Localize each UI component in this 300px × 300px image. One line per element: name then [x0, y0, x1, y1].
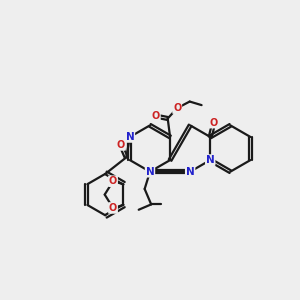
Text: O: O	[109, 203, 117, 213]
Text: N: N	[146, 167, 154, 177]
Text: N: N	[125, 132, 134, 142]
Text: O: O	[210, 118, 218, 128]
Text: O: O	[109, 176, 117, 186]
Text: O: O	[117, 140, 125, 150]
Text: N: N	[206, 155, 214, 165]
Text: O: O	[173, 103, 181, 113]
Text: N: N	[186, 167, 194, 177]
Text: O: O	[152, 111, 160, 121]
